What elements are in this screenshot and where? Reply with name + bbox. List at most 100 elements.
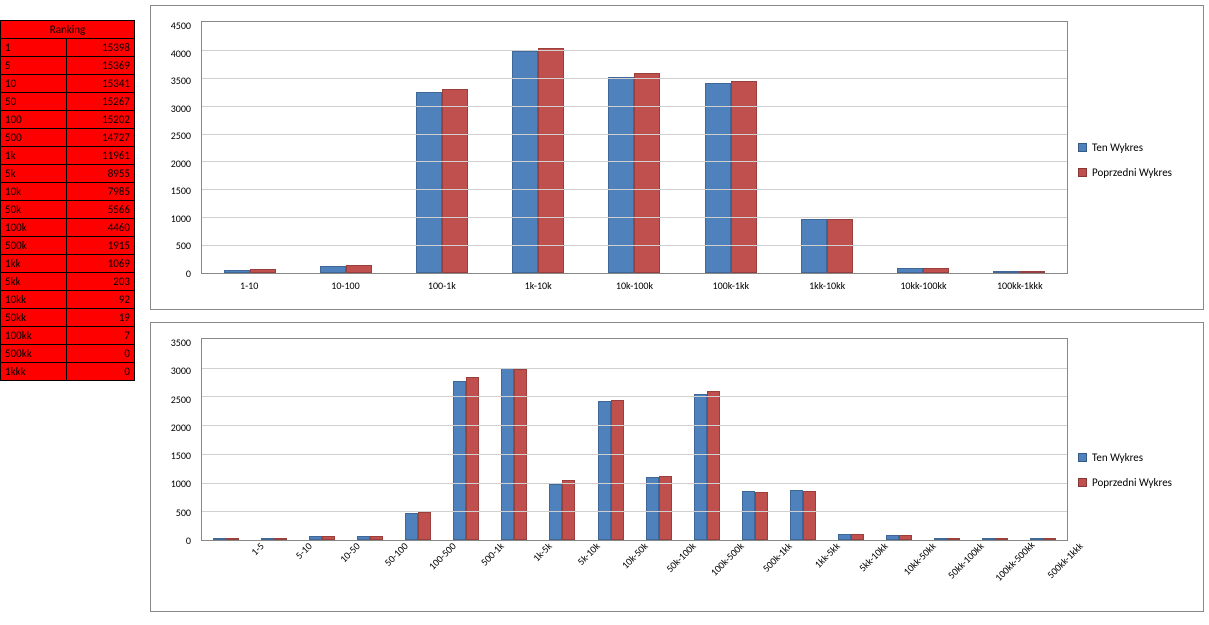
ranking-header: Ranking [1, 21, 135, 39]
legend-item-series2: Poprzedni Wykres [1078, 476, 1193, 489]
legend-label-series2: Poprzedni Wykres [1092, 166, 1172, 179]
y-tick-label: 500 [161, 508, 196, 518]
bar-group [394, 22, 490, 273]
grid-line [202, 189, 1067, 190]
bar-series1 [405, 513, 418, 540]
bar-series1 [742, 491, 755, 540]
ranking-cell-value: 4460 [66, 219, 134, 237]
bar-series2 [250, 269, 276, 273]
legend-color-series1 [1078, 453, 1087, 462]
y-tick-label: 500 [161, 241, 196, 251]
legend-color-series1 [1078, 143, 1087, 152]
table-row: 10015202 [1, 111, 135, 129]
y-tick-label: 0 [161, 536, 196, 546]
ranking-cell-key: 1kk [1, 255, 67, 273]
grid-line [202, 217, 1067, 218]
bar-series1 [213, 538, 226, 540]
charts-section: 450040003500300025002000150010005000 1-1… [135, 0, 1209, 625]
ranking-cell-key: 500 [1, 129, 67, 147]
grid-line [202, 483, 1067, 484]
table-row: 50kk19 [1, 309, 135, 327]
grid-line [202, 368, 1067, 369]
bar-group [875, 339, 923, 540]
bar-group [202, 339, 250, 540]
grid-line [202, 454, 1067, 455]
x-tick-label: 1kk-10kk [779, 274, 875, 304]
ranking-cell-key: 500kk [1, 345, 67, 363]
y-tick-label: 1000 [161, 479, 196, 489]
bar-group [587, 339, 635, 540]
ranking-cell-key: 500k [1, 237, 67, 255]
table-row: 10k7985 [1, 183, 135, 201]
ranking-cell-value: 7 [66, 327, 134, 345]
table-row: 1kkk0 [1, 363, 135, 381]
grid-line [202, 396, 1067, 397]
chart-bottom-plot [201, 338, 1068, 541]
x-tick-label: 100-1k [394, 274, 490, 304]
grid-line [202, 511, 1067, 512]
bar-group [298, 339, 346, 540]
bar-series2 [1019, 271, 1045, 273]
ranking-cell-value: 15341 [66, 75, 134, 93]
bar-series1 [309, 536, 322, 540]
table-row: 115398 [1, 39, 135, 57]
ranking-cell-value: 8955 [66, 165, 134, 183]
bar-group [971, 22, 1067, 273]
x-tick-label: 10k-100k [586, 274, 682, 304]
ranking-cell-value: 5566 [66, 201, 134, 219]
ranking-cell-value: 203 [66, 273, 134, 291]
bar-group [250, 339, 298, 540]
grid-line [202, 245, 1067, 246]
chart-top-plot [201, 21, 1068, 274]
bar-series1 [1030, 538, 1043, 540]
bar-group [442, 339, 490, 540]
legend-label-series1: Ten Wykres [1092, 141, 1143, 154]
bar-group [346, 339, 394, 540]
bar-series1 [993, 271, 1019, 273]
ranking-cell-key: 1k [1, 147, 67, 165]
bar-group [538, 339, 586, 540]
legend-item-series1: Ten Wykres [1078, 451, 1193, 464]
ranking-cell-value: 11961 [66, 147, 134, 165]
bar-group [490, 339, 538, 540]
bar-series1 [261, 538, 274, 540]
chart-bottom-yaxis: 3500300025002000150010005000 [161, 333, 196, 541]
y-tick-label: 2500 [161, 395, 196, 405]
bar-group [1019, 339, 1067, 540]
ranking-cell-key: 100 [1, 111, 67, 129]
bar-group [202, 22, 298, 273]
legend-color-series2 [1078, 478, 1087, 487]
table-row: 50014727 [1, 129, 135, 147]
bar-group [875, 22, 971, 273]
y-tick-label: 3000 [161, 366, 196, 376]
table-row: 5kk203 [1, 273, 135, 291]
bar-series1 [790, 490, 803, 540]
table-row: 100k4460 [1, 219, 135, 237]
grid-line [202, 78, 1067, 79]
y-tick-label: 4000 [161, 49, 196, 59]
y-tick-label: 1500 [161, 451, 196, 461]
x-tick-label: 1k-10k [490, 274, 586, 304]
bar-series1 [646, 477, 659, 540]
bar-group [635, 339, 683, 540]
table-row: 10kk92 [1, 291, 135, 309]
ranking-cell-key: 100kk [1, 327, 67, 345]
ranking-cell-key: 5k [1, 165, 67, 183]
chart-top-legend: Ten Wykres Poprzedni Wykres [1068, 16, 1193, 304]
ranking-cell-value: 1915 [66, 237, 134, 255]
grid-line [202, 106, 1067, 107]
chart-bottom: 3500300025002000150010005000 1-55-1010-5… [150, 322, 1204, 612]
bar-series1 [982, 538, 995, 540]
bar-series2 [346, 265, 372, 273]
ranking-cell-value: 15369 [66, 57, 134, 75]
legend-item-series2: Poprzedni Wykres [1078, 166, 1193, 179]
bar-group [683, 339, 731, 540]
ranking-cell-value: 15267 [66, 93, 134, 111]
bar-series2 [611, 400, 624, 540]
table-row: 50k5566 [1, 201, 135, 219]
table-row: 5015267 [1, 93, 135, 111]
ranking-cell-value: 0 [66, 345, 134, 363]
ranking-cell-key: 1 [1, 39, 67, 57]
y-tick-label: 2000 [161, 423, 196, 433]
y-tick-label: 2500 [161, 131, 196, 141]
